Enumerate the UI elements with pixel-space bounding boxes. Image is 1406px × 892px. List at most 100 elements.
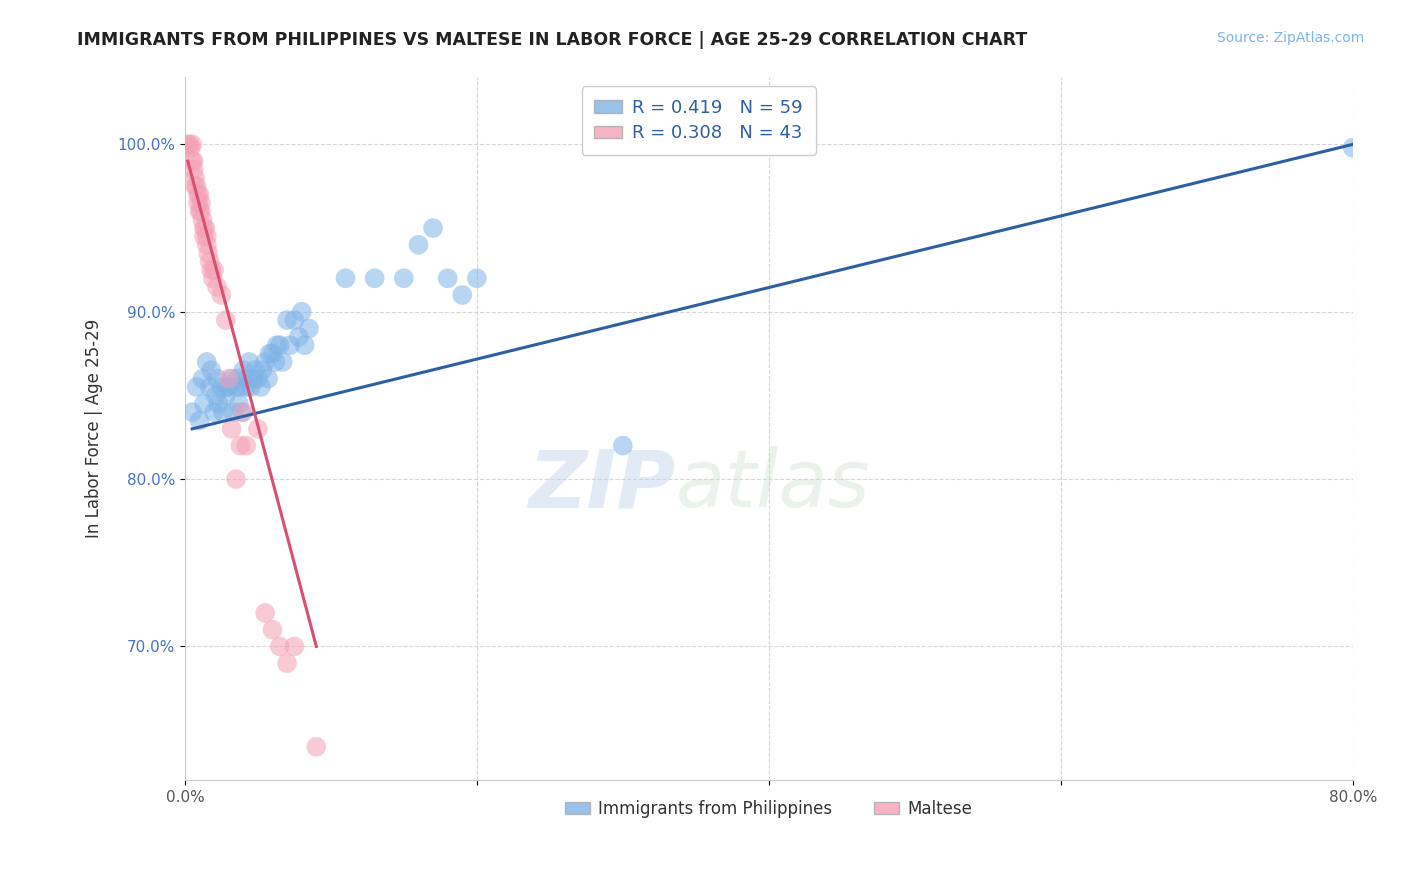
Point [1341, 141, 1364, 155]
Point [209, 288, 232, 302]
Point [225, 472, 247, 486]
Point [222, 405, 245, 419]
Text: ZIP: ZIP [529, 446, 675, 524]
Point [209, 380, 232, 394]
Point [193, 397, 215, 411]
Point [190, 204, 212, 219]
Point [193, 221, 215, 235]
Point [276, 313, 298, 327]
Point [218, 380, 240, 394]
Point [217, 380, 239, 394]
Point [207, 397, 229, 411]
Point [238, 355, 260, 369]
Point [257, 372, 280, 386]
Point [408, 237, 430, 252]
Point [195, 355, 218, 369]
Text: atlas: atlas [675, 446, 870, 524]
Point [193, 229, 215, 244]
Point [186, 179, 208, 194]
Point [259, 346, 281, 360]
Point [288, 330, 311, 344]
Point [218, 372, 240, 386]
Point [269, 338, 291, 352]
Point [246, 422, 269, 436]
Point [198, 380, 221, 394]
Point [204, 388, 226, 402]
Point [202, 405, 225, 419]
Point [283, 313, 305, 327]
Point [186, 380, 208, 394]
Point [177, 137, 200, 152]
Point [225, 380, 247, 394]
Point [243, 363, 266, 377]
Point [298, 321, 321, 335]
Point [262, 346, 284, 360]
Point [392, 271, 415, 285]
Point [232, 363, 254, 377]
Point [228, 397, 250, 411]
Point [215, 313, 238, 327]
Point [291, 304, 314, 318]
Point [184, 179, 207, 194]
Point [278, 338, 301, 352]
Point [188, 204, 211, 219]
Point [242, 372, 264, 386]
Point [363, 271, 385, 285]
Legend: Immigrants from Philippines, Maltese: Immigrants from Philippines, Maltese [558, 793, 979, 825]
Point [181, 405, 204, 419]
Point [195, 229, 218, 244]
Point [271, 355, 294, 369]
Point [231, 405, 253, 419]
Point [215, 388, 238, 402]
Text: Source: ZipAtlas.com: Source: ZipAtlas.com [1216, 31, 1364, 45]
Point [422, 221, 444, 235]
Point [198, 254, 221, 268]
Point [200, 363, 222, 377]
Point [184, 170, 207, 185]
Point [183, 154, 205, 169]
Y-axis label: In Labor Force | Age 25-29: In Labor Force | Age 25-29 [86, 319, 103, 539]
Point [254, 355, 277, 369]
Point [197, 246, 219, 260]
Point [335, 271, 357, 285]
Point [283, 640, 305, 654]
Point [212, 405, 235, 419]
Point [221, 372, 243, 386]
Point [179, 137, 201, 152]
Point [190, 196, 212, 211]
Point [246, 372, 269, 386]
Point [252, 363, 274, 377]
Point [200, 263, 222, 277]
Point [264, 355, 287, 369]
Point [195, 237, 218, 252]
Point [235, 439, 257, 453]
Point [187, 187, 209, 202]
Point [183, 162, 205, 177]
Text: IMMIGRANTS FROM PHILIPPINES VS MALTESE IN LABOR FORCE | AGE 25-29 CORRELATION CH: IMMIGRANTS FROM PHILIPPINES VS MALTESE I… [77, 31, 1028, 49]
Point [229, 439, 252, 453]
Point [269, 640, 291, 654]
Point [276, 656, 298, 670]
Point [180, 141, 202, 155]
Point [205, 372, 228, 386]
Point [451, 288, 474, 302]
Point [612, 439, 634, 453]
Point [202, 263, 225, 277]
Point [181, 154, 204, 169]
Point [294, 338, 316, 352]
Point [187, 196, 209, 211]
Point [221, 422, 243, 436]
Point [191, 212, 214, 227]
Point [194, 221, 217, 235]
Point [229, 380, 252, 394]
Point [250, 380, 273, 394]
Point [262, 623, 284, 637]
Point [254, 606, 277, 620]
Point [201, 271, 224, 285]
Point [465, 271, 488, 285]
Point [235, 380, 257, 394]
Point [236, 372, 259, 386]
Point [181, 137, 204, 152]
Point [266, 338, 288, 352]
Point [226, 372, 249, 386]
